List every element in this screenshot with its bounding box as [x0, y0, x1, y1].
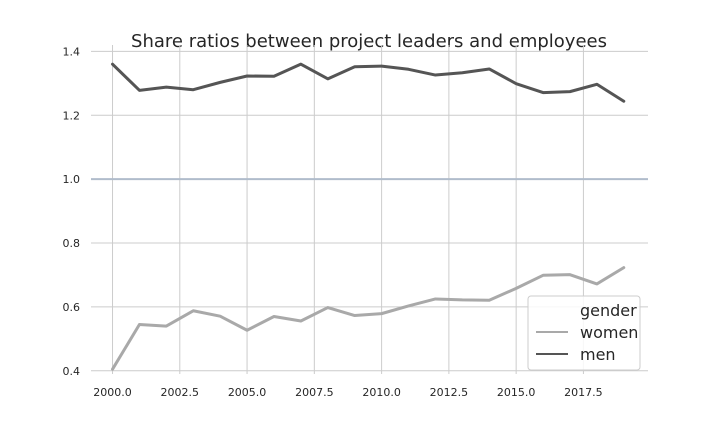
legend: gender women men — [527, 295, 641, 371]
x-tick-label: 2010.0 — [362, 386, 401, 399]
y-axis-tick-labels: 0.4 0.6 0.8 1.0 1.2 1.4 — [63, 45, 81, 377]
x-tick-label: 2007.5 — [295, 386, 334, 399]
series-lines — [111, 62, 626, 371]
x-tick-label: 2015.0 — [497, 386, 536, 399]
y-tick-label: 1.0 — [63, 173, 81, 186]
x-tick-label: 2005.0 — [228, 386, 267, 399]
x-tick-label: 2017.5 — [564, 386, 603, 399]
y-tick-label: 0.8 — [63, 237, 81, 250]
x-tick-label: 2002.5 — [161, 386, 200, 399]
legend-label-women: women — [580, 323, 638, 342]
y-tick-label: 0.6 — [63, 301, 81, 314]
y-tick-label: 1.4 — [63, 45, 81, 58]
series-line-women — [111, 266, 626, 371]
y-tick-label: 1.2 — [63, 109, 81, 122]
legend-box — [527, 295, 641, 371]
y-tick-label: 0.4 — [63, 365, 81, 378]
series-line-men — [111, 62, 626, 103]
x-tick-label: 2000.0 — [93, 386, 132, 399]
x-tick-label: 2012.5 — [430, 386, 469, 399]
chart-title: Share ratios between project leaders and… — [131, 31, 607, 52]
x-axis-tick-labels: 2000.0 2002.5 2005.0 2007.5 2010.0 2012.5 2015… — [93, 386, 602, 399]
legend-label-men: men — [580, 345, 616, 364]
legend-title: gender — [580, 301, 637, 320]
